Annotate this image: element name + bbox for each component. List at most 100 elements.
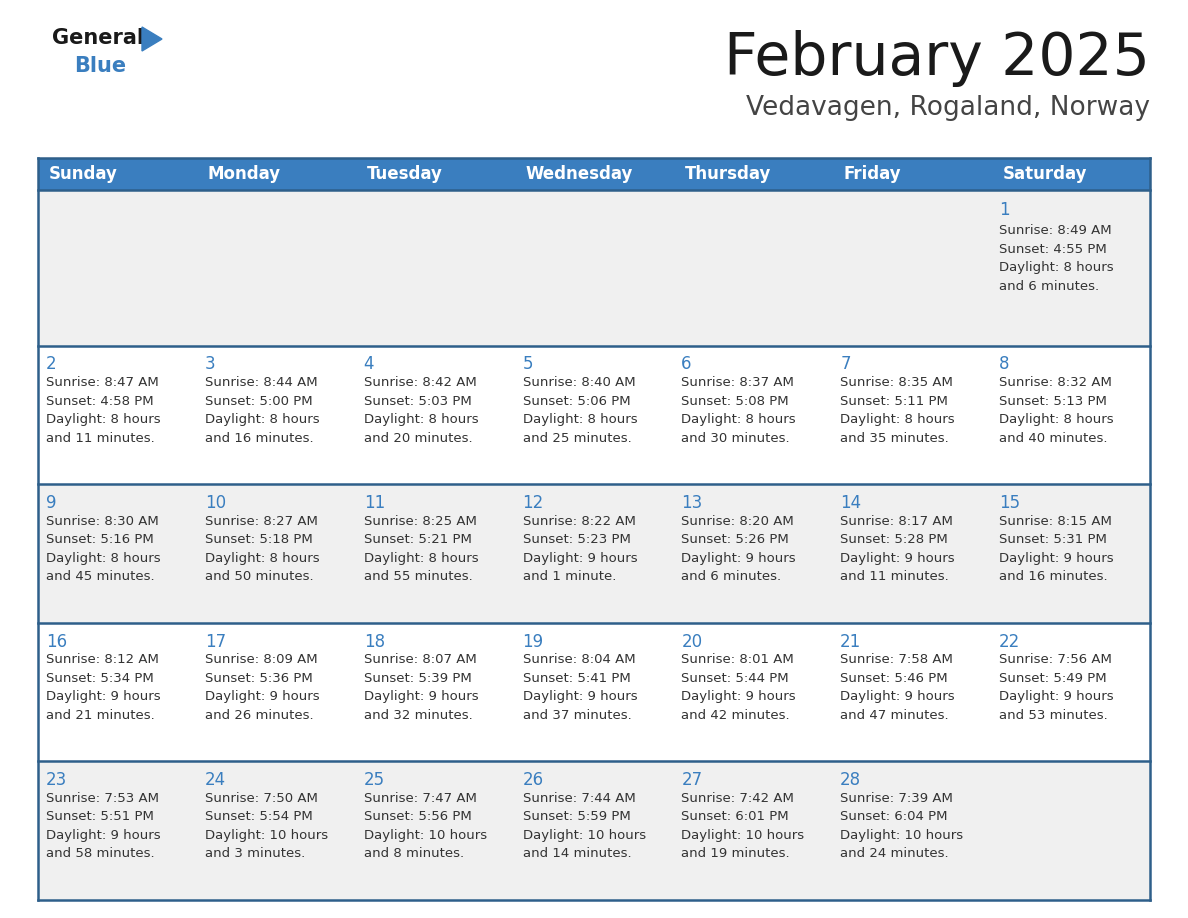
Text: Sunrise: 8:12 AM
Sunset: 5:34 PM
Daylight: 9 hours
and 21 minutes.: Sunrise: 8:12 AM Sunset: 5:34 PM Dayligh… <box>46 654 160 722</box>
Bar <box>355 346 514 485</box>
Bar <box>514 485 674 623</box>
Text: 26: 26 <box>523 771 544 789</box>
Bar <box>38 158 197 190</box>
Text: Sunrise: 8:27 AM
Sunset: 5:18 PM
Daylight: 8 hours
and 50 minutes.: Sunrise: 8:27 AM Sunset: 5:18 PM Dayligh… <box>204 515 320 583</box>
Text: Friday: Friday <box>843 165 901 183</box>
Text: 7: 7 <box>840 355 851 374</box>
Bar <box>833 158 991 190</box>
Bar <box>38 623 197 761</box>
Text: Sunrise: 8:35 AM
Sunset: 5:11 PM
Daylight: 8 hours
and 35 minutes.: Sunrise: 8:35 AM Sunset: 5:11 PM Dayligh… <box>840 376 955 444</box>
Text: Saturday: Saturday <box>1003 165 1087 183</box>
Text: 12: 12 <box>523 494 544 512</box>
Bar <box>833 623 991 761</box>
Text: 1: 1 <box>999 201 1010 219</box>
Text: 14: 14 <box>840 494 861 512</box>
Bar <box>674 158 833 190</box>
Bar <box>514 761 674 900</box>
Text: Sunrise: 7:56 AM
Sunset: 5:49 PM
Daylight: 9 hours
and 53 minutes.: Sunrise: 7:56 AM Sunset: 5:49 PM Dayligh… <box>999 654 1113 722</box>
Bar <box>674 623 833 761</box>
Text: 19: 19 <box>523 633 544 651</box>
Bar <box>355 485 514 623</box>
Text: Sunrise: 8:42 AM
Sunset: 5:03 PM
Daylight: 8 hours
and 20 minutes.: Sunrise: 8:42 AM Sunset: 5:03 PM Dayligh… <box>364 376 479 444</box>
Text: Vedavagen, Rogaland, Norway: Vedavagen, Rogaland, Norway <box>746 95 1150 121</box>
Bar <box>674 190 833 346</box>
Polygon shape <box>143 27 162 51</box>
Text: Sunrise: 7:58 AM
Sunset: 5:46 PM
Daylight: 9 hours
and 47 minutes.: Sunrise: 7:58 AM Sunset: 5:46 PM Dayligh… <box>840 654 955 722</box>
Text: Sunrise: 8:15 AM
Sunset: 5:31 PM
Daylight: 9 hours
and 16 minutes.: Sunrise: 8:15 AM Sunset: 5:31 PM Dayligh… <box>999 515 1113 583</box>
Text: Sunrise: 7:44 AM
Sunset: 5:59 PM
Daylight: 10 hours
and 14 minutes.: Sunrise: 7:44 AM Sunset: 5:59 PM Dayligh… <box>523 792 645 860</box>
Text: 27: 27 <box>682 771 702 789</box>
Bar <box>833 346 991 485</box>
Text: February 2025: February 2025 <box>725 30 1150 87</box>
Text: Sunrise: 7:50 AM
Sunset: 5:54 PM
Daylight: 10 hours
and 3 minutes.: Sunrise: 7:50 AM Sunset: 5:54 PM Dayligh… <box>204 792 328 860</box>
Text: Wednesday: Wednesday <box>526 165 633 183</box>
Text: Sunrise: 8:17 AM
Sunset: 5:28 PM
Daylight: 9 hours
and 11 minutes.: Sunrise: 8:17 AM Sunset: 5:28 PM Dayligh… <box>840 515 955 583</box>
Text: Sunrise: 8:32 AM
Sunset: 5:13 PM
Daylight: 8 hours
and 40 minutes.: Sunrise: 8:32 AM Sunset: 5:13 PM Dayligh… <box>999 376 1113 444</box>
Text: Monday: Monday <box>208 165 282 183</box>
Text: 23: 23 <box>46 771 68 789</box>
Text: Sunrise: 7:39 AM
Sunset: 6:04 PM
Daylight: 10 hours
and 24 minutes.: Sunrise: 7:39 AM Sunset: 6:04 PM Dayligh… <box>840 792 963 860</box>
Bar <box>674 346 833 485</box>
Text: 17: 17 <box>204 633 226 651</box>
Text: 28: 28 <box>840 771 861 789</box>
Text: Sunrise: 8:20 AM
Sunset: 5:26 PM
Daylight: 9 hours
and 6 minutes.: Sunrise: 8:20 AM Sunset: 5:26 PM Dayligh… <box>682 515 796 583</box>
Text: Tuesday: Tuesday <box>367 165 443 183</box>
Text: Sunrise: 7:53 AM
Sunset: 5:51 PM
Daylight: 9 hours
and 58 minutes.: Sunrise: 7:53 AM Sunset: 5:51 PM Dayligh… <box>46 792 160 860</box>
Text: Thursday: Thursday <box>684 165 771 183</box>
Bar <box>991 761 1150 900</box>
Bar <box>833 190 991 346</box>
Bar <box>38 761 197 900</box>
Bar <box>833 761 991 900</box>
Text: Sunrise: 8:25 AM
Sunset: 5:21 PM
Daylight: 8 hours
and 55 minutes.: Sunrise: 8:25 AM Sunset: 5:21 PM Dayligh… <box>364 515 479 583</box>
Text: Sunrise: 7:42 AM
Sunset: 6:01 PM
Daylight: 10 hours
and 19 minutes.: Sunrise: 7:42 AM Sunset: 6:01 PM Dayligh… <box>682 792 804 860</box>
Bar <box>514 346 674 485</box>
Text: 8: 8 <box>999 355 1010 374</box>
Text: 9: 9 <box>46 494 57 512</box>
Bar <box>514 158 674 190</box>
Bar <box>514 623 674 761</box>
Bar <box>38 485 197 623</box>
Bar <box>197 485 355 623</box>
Text: Sunrise: 8:47 AM
Sunset: 4:58 PM
Daylight: 8 hours
and 11 minutes.: Sunrise: 8:47 AM Sunset: 4:58 PM Dayligh… <box>46 376 160 444</box>
Bar <box>197 623 355 761</box>
Text: Sunrise: 8:07 AM
Sunset: 5:39 PM
Daylight: 9 hours
and 32 minutes.: Sunrise: 8:07 AM Sunset: 5:39 PM Dayligh… <box>364 654 479 722</box>
Text: Sunday: Sunday <box>49 165 118 183</box>
Bar <box>197 346 355 485</box>
Bar <box>674 485 833 623</box>
Bar <box>197 158 355 190</box>
Text: Sunrise: 8:04 AM
Sunset: 5:41 PM
Daylight: 9 hours
and 37 minutes.: Sunrise: 8:04 AM Sunset: 5:41 PM Dayligh… <box>523 654 637 722</box>
Bar <box>355 158 514 190</box>
Text: Sunrise: 8:09 AM
Sunset: 5:36 PM
Daylight: 9 hours
and 26 minutes.: Sunrise: 8:09 AM Sunset: 5:36 PM Dayligh… <box>204 654 320 722</box>
Text: Sunrise: 8:01 AM
Sunset: 5:44 PM
Daylight: 9 hours
and 42 minutes.: Sunrise: 8:01 AM Sunset: 5:44 PM Dayligh… <box>682 654 796 722</box>
Text: Sunrise: 8:37 AM
Sunset: 5:08 PM
Daylight: 8 hours
and 30 minutes.: Sunrise: 8:37 AM Sunset: 5:08 PM Dayligh… <box>682 376 796 444</box>
Bar <box>38 190 197 346</box>
Text: 11: 11 <box>364 494 385 512</box>
Text: 2: 2 <box>46 355 57 374</box>
Bar <box>833 485 991 623</box>
Text: 21: 21 <box>840 633 861 651</box>
Text: 13: 13 <box>682 494 702 512</box>
Text: Sunrise: 8:22 AM
Sunset: 5:23 PM
Daylight: 9 hours
and 1 minute.: Sunrise: 8:22 AM Sunset: 5:23 PM Dayligh… <box>523 515 637 583</box>
Bar <box>197 190 355 346</box>
Text: 24: 24 <box>204 771 226 789</box>
Text: Sunrise: 8:44 AM
Sunset: 5:00 PM
Daylight: 8 hours
and 16 minutes.: Sunrise: 8:44 AM Sunset: 5:00 PM Dayligh… <box>204 376 320 444</box>
Text: Sunrise: 7:47 AM
Sunset: 5:56 PM
Daylight: 10 hours
and 8 minutes.: Sunrise: 7:47 AM Sunset: 5:56 PM Dayligh… <box>364 792 487 860</box>
Text: 15: 15 <box>999 494 1020 512</box>
Bar <box>355 623 514 761</box>
Text: General: General <box>52 28 144 48</box>
Text: 10: 10 <box>204 494 226 512</box>
Bar <box>355 761 514 900</box>
Bar <box>991 485 1150 623</box>
Bar <box>197 761 355 900</box>
Text: 5: 5 <box>523 355 533 374</box>
Text: 20: 20 <box>682 633 702 651</box>
Text: Sunrise: 8:49 AM
Sunset: 4:55 PM
Daylight: 8 hours
and 6 minutes.: Sunrise: 8:49 AM Sunset: 4:55 PM Dayligh… <box>999 224 1113 293</box>
Bar <box>355 190 514 346</box>
Bar <box>991 346 1150 485</box>
Bar <box>991 623 1150 761</box>
Text: 18: 18 <box>364 633 385 651</box>
Text: 25: 25 <box>364 771 385 789</box>
Text: 22: 22 <box>999 633 1020 651</box>
Text: Sunrise: 8:30 AM
Sunset: 5:16 PM
Daylight: 8 hours
and 45 minutes.: Sunrise: 8:30 AM Sunset: 5:16 PM Dayligh… <box>46 515 160 583</box>
Bar <box>674 761 833 900</box>
